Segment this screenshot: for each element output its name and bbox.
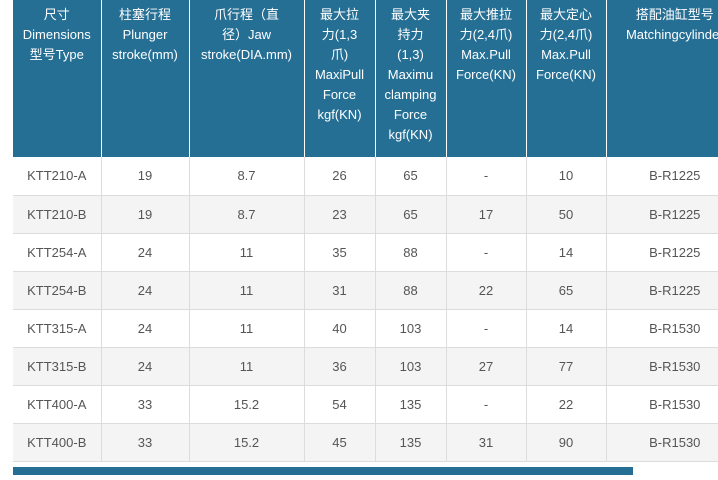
cell-max-pull-13: 26 xyxy=(304,157,376,196)
table-row: KTT315-B 24 11 36 103 27 77 B-R1530 xyxy=(13,347,718,386)
table-row: KTT400-A 33 15.2 54 135 - 22 B-R1530 xyxy=(13,385,718,424)
cell-cylinder: B-R1225 xyxy=(606,271,718,310)
cell-max-push-pull-24: - xyxy=(446,233,527,272)
cell-max-pull-13: 54 xyxy=(304,385,376,424)
cell-type: KTT254-B xyxy=(13,271,102,310)
cell-max-clamp-13: 88 xyxy=(375,233,447,272)
cell-cylinder: B-R1530 xyxy=(606,347,718,386)
cell-plunger-stroke: 19 xyxy=(101,157,190,196)
header-jaw-stroke: 爪行程（直 径）Jaw stroke(DIA.mm) xyxy=(189,0,305,157)
cell-type: KTT400-B xyxy=(13,423,102,462)
spec-table: 尺寸 Dimensions 型号Type 柱塞行程 Plunger stroke… xyxy=(13,0,718,462)
cell-max-centering-24: 50 xyxy=(526,195,607,234)
header-dimensions-type: 尺寸 Dimensions 型号Type xyxy=(13,0,102,157)
cell-type: KTT254-A xyxy=(13,233,102,272)
cell-max-centering-24: 90 xyxy=(526,423,607,462)
cell-jaw-stroke: 15.2 xyxy=(189,423,305,462)
cell-jaw-stroke: 11 xyxy=(189,233,305,272)
cell-max-clamp-13: 135 xyxy=(375,385,447,424)
cell-cylinder: B-R1530 xyxy=(606,385,718,424)
cell-max-centering-24: 22 xyxy=(526,385,607,424)
cell-cylinder: B-R1225 xyxy=(606,195,718,234)
cell-cylinder: B-R1225 xyxy=(606,233,718,272)
cell-max-push-pull-24: 27 xyxy=(446,347,527,386)
cell-max-clamp-13: 88 xyxy=(375,271,447,310)
cell-max-pull-13: 23 xyxy=(304,195,376,234)
cell-type: KTT210-A xyxy=(13,157,102,196)
table-row: KTT400-B 33 15.2 45 135 31 90 B-R1530 xyxy=(13,423,718,462)
cell-cylinder: B-R1530 xyxy=(606,309,718,348)
table-row: KTT210-B 19 8.7 23 65 17 50 B-R1225 xyxy=(13,195,718,234)
cell-max-pull-13: 35 xyxy=(304,233,376,272)
cell-max-push-pull-24: 17 xyxy=(446,195,527,234)
cell-jaw-stroke: 8.7 xyxy=(189,157,305,196)
table-row: KTT210-A 19 8.7 26 65 - 10 B-R1225 xyxy=(13,157,718,196)
cell-plunger-stroke: 33 xyxy=(101,423,190,462)
cell-max-pull-13: 31 xyxy=(304,271,376,310)
header-max-clamping-force-13: 最大夹 持力 (1,3) Maximu clamping Force kgf(K… xyxy=(375,0,447,157)
cell-max-centering-24: 14 xyxy=(526,309,607,348)
cell-plunger-stroke: 33 xyxy=(101,385,190,424)
cell-jaw-stroke: 15.2 xyxy=(189,385,305,424)
cell-plunger-stroke: 24 xyxy=(101,271,190,310)
cell-max-clamp-13: 103 xyxy=(375,347,447,386)
cell-max-pull-13: 40 xyxy=(304,309,376,348)
header-row: 尺寸 Dimensions 型号Type 柱塞行程 Plunger stroke… xyxy=(13,0,718,157)
header-max-push-pull-force-24: 最大推拉 力(2,4爪) Max.Pull Force(KN) xyxy=(446,0,527,157)
cell-max-centering-24: 14 xyxy=(526,233,607,272)
cell-cylinder: B-R1530 xyxy=(606,423,718,462)
cell-max-push-pull-24: 22 xyxy=(446,271,527,310)
cell-max-clamp-13: 65 xyxy=(375,157,447,196)
cell-max-clamp-13: 135 xyxy=(375,423,447,462)
cell-max-clamp-13: 65 xyxy=(375,195,447,234)
horizontal-scrollbar[interactable] xyxy=(13,467,633,475)
header-max-pull-force-13: 最大拉 力(1,3 爪) MaxiPull Force kgf(KN) xyxy=(304,0,376,157)
cell-plunger-stroke: 24 xyxy=(101,233,190,272)
header-matching-cylinder: 搭配油缸型号 Matchingcylinder xyxy=(606,0,718,157)
cell-type: KTT315-B xyxy=(13,347,102,386)
table-row: KTT254-A 24 11 35 88 - 14 B-R1225 xyxy=(13,233,718,272)
cell-max-push-pull-24: - xyxy=(446,309,527,348)
cell-type: KTT210-B xyxy=(13,195,102,234)
cell-max-centering-24: 77 xyxy=(526,347,607,386)
cell-type: KTT315-A xyxy=(13,309,102,348)
cell-plunger-stroke: 19 xyxy=(101,195,190,234)
cell-cylinder: B-R1225 xyxy=(606,157,718,196)
spec-table-container: 尺寸 Dimensions 型号Type 柱塞行程 Plunger stroke… xyxy=(13,0,718,480)
cell-jaw-stroke: 11 xyxy=(189,271,305,310)
cell-max-push-pull-24: - xyxy=(446,157,527,196)
cell-plunger-stroke: 24 xyxy=(101,347,190,386)
cell-max-centering-24: 65 xyxy=(526,271,607,310)
table-row: KTT254-B 24 11 31 88 22 65 B-R1225 xyxy=(13,271,718,310)
cell-jaw-stroke: 11 xyxy=(189,347,305,386)
cell-jaw-stroke: 8.7 xyxy=(189,195,305,234)
cell-type: KTT400-A xyxy=(13,385,102,424)
cell-max-push-pull-24: - xyxy=(446,385,527,424)
table-row: KTT315-A 24 11 40 103 - 14 B-R1530 xyxy=(13,309,718,348)
cell-max-centering-24: 10 xyxy=(526,157,607,196)
cell-plunger-stroke: 24 xyxy=(101,309,190,348)
header-max-centering-force-24: 最大定心 力(2,4爪) Max.Pull Force(KN) xyxy=(526,0,607,157)
cell-max-clamp-13: 103 xyxy=(375,309,447,348)
cell-max-pull-13: 45 xyxy=(304,423,376,462)
cell-max-push-pull-24: 31 xyxy=(446,423,527,462)
cell-jaw-stroke: 11 xyxy=(189,309,305,348)
cell-max-pull-13: 36 xyxy=(304,347,376,386)
header-plunger-stroke: 柱塞行程 Plunger stroke(mm) xyxy=(101,0,190,157)
